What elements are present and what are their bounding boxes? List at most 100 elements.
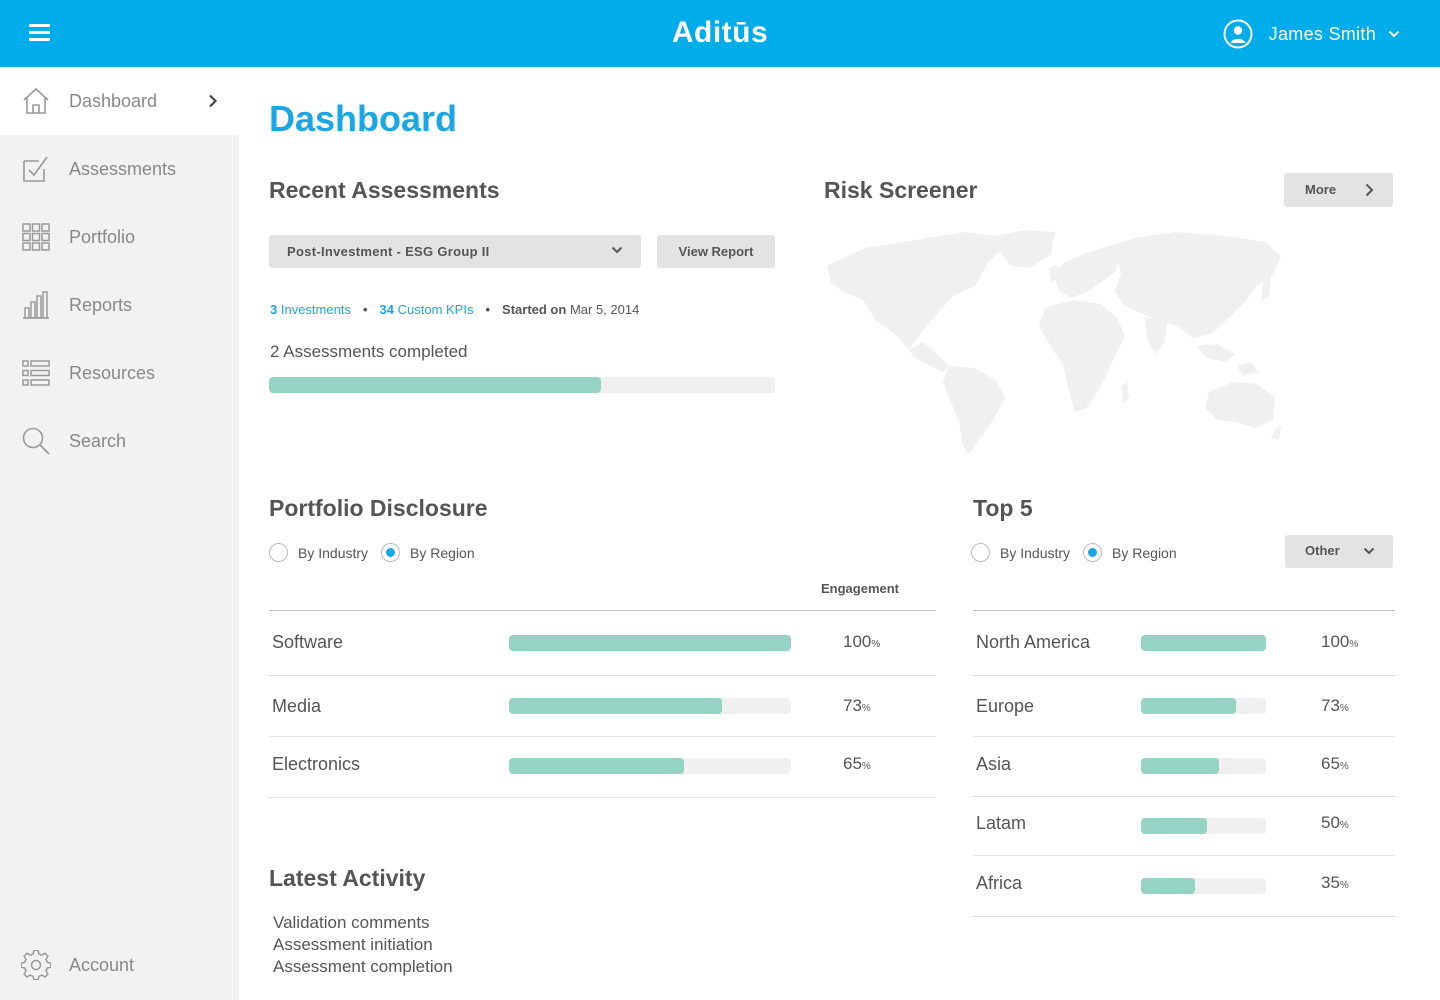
row-percent: 35% [1321,873,1349,893]
table-row[interactable]: Europe 73% [973,676,1395,737]
row-bar [1141,698,1266,714]
radio-by-region[interactable]: By Region [1083,543,1177,562]
row-bar-fill [509,698,722,714]
radio-circle [971,543,990,562]
activity-item[interactable]: Validation comments [273,913,430,932]
radio-label: By Region [410,544,475,561]
radio-circle [1083,543,1103,562]
page-title: Dashboard [269,98,458,139]
row-bar [1141,818,1266,834]
recent-assessments-title: Recent Assessments [269,177,500,203]
table-row[interactable]: Electronics 65% [269,737,936,798]
chevron-right-icon [1365,183,1374,197]
sidebar-item-label: Dashboard [69,90,158,111]
chevron-right-icon [209,94,218,108]
activity-list: Validation comments Assessment initiatio… [273,912,453,978]
sidebar-item-label: Resources [69,362,156,383]
row-percent-value: 35 [1321,873,1340,892]
portfolio-disclosure-title: Portfolio Disclosure [269,495,488,521]
kpis-label: Custom KPIs [397,302,474,317]
row-percent-unit: % [871,639,881,650]
user-menu[interactable]: James Smith [1223,19,1400,49]
row-percent-value: 65 [843,754,862,773]
investments-label: Investments [280,302,351,317]
radio-label: By Region [1112,544,1177,561]
user-name: James Smith [1268,23,1376,44]
row-label: Latam [976,813,1027,833]
row-percent-unit: % [861,703,871,714]
sidebar-item-label: Portfolio [69,226,136,247]
other-dropdown[interactable]: Other [1285,535,1393,568]
row-percent: 100% [843,632,880,652]
row-bar-fill [1141,818,1208,834]
row-percent-value: 73 [1321,696,1340,715]
hamburger-icon[interactable] [29,24,50,42]
assessment-select[interactable]: Post-Investment - ESG Group II [269,235,641,268]
investments-count: 3 [270,302,278,317]
row-bar [1141,758,1266,774]
row-bar-fill [1141,758,1219,774]
separator-dot: • [362,302,368,317]
started-label: Started on [502,302,567,317]
chevron-down-icon [611,246,623,254]
more-button[interactable]: More [1284,173,1393,207]
sidebar-item-reports[interactable]: Reports [0,271,239,339]
table-row[interactable]: Asia 65% [973,737,1395,797]
row-bar-fill [509,758,684,774]
radio-circle [269,543,288,562]
top5-title: Top 5 [973,495,1033,521]
assessment-progress-fill [269,377,601,393]
risk-screener-title: Risk Screener [824,177,978,203]
sidebar-item-resources[interactable]: Resources [0,339,239,407]
assessments-completed-label: 2 Assessments completed [270,342,468,361]
table-row[interactable]: Software 100% [269,611,936,676]
sidebar-item-portfolio[interactable]: Portfolio [0,203,239,271]
row-percent-unit: % [1349,639,1359,650]
home-icon [23,87,49,114]
activity-item[interactable]: Assessment completion [273,957,453,976]
more-button-label: More [1305,182,1337,197]
activity-item[interactable]: Assessment initiation [273,935,433,954]
custom-kpis-link[interactable]: 34 Custom KPIs [380,302,474,317]
radio-by-industry[interactable]: By Industry [971,543,1070,562]
row-percent: 65% [843,754,871,774]
sidebar: Dashboard Assessments Portfolio [0,67,239,1000]
view-report-button[interactable]: View Report [657,235,775,268]
sidebar-item-label: Assessments [69,158,177,179]
sidebar-item-dashboard[interactable]: Dashboard [0,67,239,135]
sidebar-item-label: Reports [69,294,133,315]
sidebar-item-assessments[interactable]: Assessments [0,135,239,203]
table-row[interactable]: Latam 50% [973,797,1395,856]
table-divider [269,610,936,611]
row-bar-fill [1141,878,1195,894]
sidebar-item-account[interactable]: Account [0,931,239,999]
table-row[interactable]: Media 73% [269,676,936,737]
row-percent: 50% [1321,813,1349,833]
other-dropdown-label: Other [1305,543,1340,558]
table-row[interactable]: Africa 35% [973,856,1395,917]
table-row[interactable]: North America 100% [973,611,1395,676]
world-map[interactable] [825,226,1285,456]
row-label: Asia [976,754,1012,774]
top-bar: Aditūs James Smith [0,0,1440,67]
radio-by-region[interactable]: By Region [381,543,475,562]
row-percent-value: 65 [1321,754,1340,773]
row-label: North America [976,632,1091,652]
investments-link[interactable]: 3 Investments [270,302,351,317]
separator-dot: • [485,302,491,317]
radio-label: By Industry [1000,544,1071,561]
list-icon [22,360,50,386]
radio-label: By Industry [298,544,369,561]
checkbox-icon [23,156,48,182]
radio-by-industry[interactable]: By Industry [269,543,368,562]
table-divider [973,610,1395,611]
row-label: Africa [976,873,1023,893]
row-bar [509,698,791,714]
row-percent: 65% [1321,754,1349,774]
search-icon [22,427,50,455]
sidebar-item-search[interactable]: Search [0,407,239,475]
row-label: Software [272,632,344,652]
chevron-down-icon [1388,30,1400,38]
row-label: Europe [976,696,1035,716]
row-label: Electronics [272,754,361,774]
